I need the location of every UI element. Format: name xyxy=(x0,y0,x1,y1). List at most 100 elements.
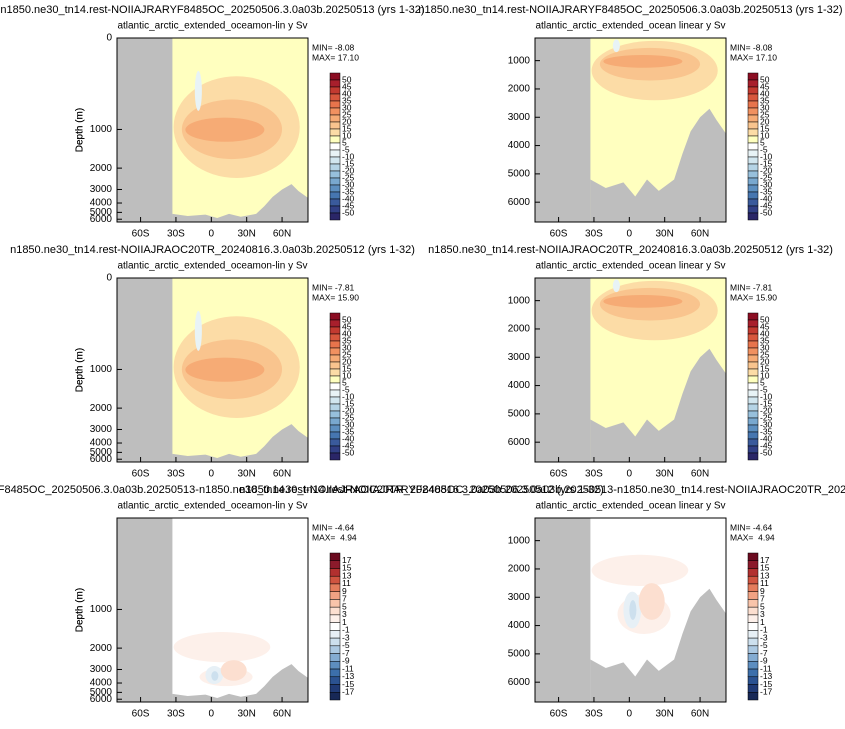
y-tick-label: 1000 xyxy=(508,295,531,306)
colorbar-label: -5 xyxy=(760,640,768,650)
colorbar-box xyxy=(747,382,759,391)
colorbar-label: 5 xyxy=(342,377,347,387)
land xyxy=(535,518,591,702)
colorbar-label: 7 xyxy=(342,594,347,604)
x-tick-label: 60S xyxy=(132,709,150,720)
y-tick-label: 2000 xyxy=(90,163,113,174)
colorbar-label: 3 xyxy=(760,609,765,619)
colorbar-label: -13 xyxy=(760,671,773,681)
x-tick-label: 60S xyxy=(550,709,568,720)
y-tick-label: 5000 xyxy=(90,447,113,458)
colorbar-label: 35 xyxy=(760,95,770,105)
colorbar-box xyxy=(747,614,759,623)
colorbar-label: -40 xyxy=(760,433,773,443)
colorbar-label: -10 xyxy=(760,391,773,401)
field xyxy=(535,518,726,702)
colorbar-label: 25 xyxy=(760,109,770,119)
panel: n1850.ne30_tn14.rest-NOIIAJRARYF8485OC_2… xyxy=(0,484,604,720)
y-tick-label: 1000 xyxy=(90,604,113,615)
colorbar-label: 25 xyxy=(342,349,352,359)
y-tick-label: 6000 xyxy=(508,437,531,448)
colorbar-label: -9 xyxy=(342,656,350,666)
x-tick-label: 30N xyxy=(238,229,256,240)
colorbar-label: 50 xyxy=(760,74,770,84)
colorbar-box xyxy=(747,205,759,214)
colorbar-box xyxy=(329,312,341,321)
colorbar-label: 30 xyxy=(760,342,770,352)
colorbar-label: -25 xyxy=(760,412,773,422)
colorbar-label: 45 xyxy=(342,321,352,331)
colorbar-box xyxy=(747,347,759,356)
x-tick-label: 30S xyxy=(585,709,603,720)
colorbar-label: -10 xyxy=(342,151,355,161)
x-tick-label: 30N xyxy=(656,229,674,240)
x-tick-label: 60N xyxy=(691,469,709,480)
field-contour xyxy=(211,671,219,681)
colorbar-label: 10 xyxy=(342,130,352,140)
colorbar-box xyxy=(329,121,341,130)
min-label: MIN= -8.08 xyxy=(730,42,773,52)
max-label: MAX= 4.94 xyxy=(312,532,357,542)
field xyxy=(535,38,726,222)
colorbar-box xyxy=(747,149,759,158)
colorbar-box xyxy=(747,361,759,370)
min-label: MIN= -4.64 xyxy=(730,522,773,532)
colorbar-label: 15 xyxy=(760,563,770,573)
y-axis-label: Depth (m) xyxy=(75,108,86,152)
colorbar-box xyxy=(747,653,759,662)
panel-subtitle: atlantic_arctic_extended_ocean linear y … xyxy=(535,261,725,272)
y-tick-label: 6000 xyxy=(90,214,113,225)
x-tick-label: 60S xyxy=(550,229,568,240)
field-contour xyxy=(612,279,620,293)
colorbar-box xyxy=(747,72,759,81)
x-tick-label: 60N xyxy=(273,469,291,480)
min-label: MIN= -7.81 xyxy=(312,282,355,292)
colorbar-box xyxy=(747,170,759,179)
y-tick-label: 2000 xyxy=(90,403,113,414)
colorbar-box xyxy=(329,431,341,440)
colorbar-label: 35 xyxy=(342,95,352,105)
colorbar-label: -1 xyxy=(342,625,350,635)
colorbar-box xyxy=(747,403,759,412)
colorbar-box xyxy=(747,583,759,592)
colorbar-label: 5 xyxy=(760,137,765,147)
y-tick-label: 4000 xyxy=(508,140,531,151)
colorbar-box xyxy=(329,445,341,454)
colorbar-box xyxy=(747,333,759,342)
colorbar-box xyxy=(329,107,341,116)
colorbar-box xyxy=(747,452,759,461)
colorbar-label: -10 xyxy=(760,151,773,161)
colorbar-label: 15 xyxy=(342,123,352,133)
colorbar-box xyxy=(329,354,341,363)
colorbar-box xyxy=(747,661,759,670)
colorbar-label: -9 xyxy=(760,656,768,666)
land xyxy=(172,184,308,222)
y-tick-label: 6000 xyxy=(508,677,531,688)
colorbar-label: 10 xyxy=(760,370,770,380)
colorbar-label: -15 xyxy=(760,158,773,168)
colorbar-box xyxy=(747,100,759,109)
colorbar-label: 30 xyxy=(342,342,352,352)
colorbar-label: -50 xyxy=(342,207,355,217)
y-axis-label: Depth (m) xyxy=(75,348,86,392)
min-label: MIN= -7.81 xyxy=(730,282,773,292)
colorbar-box xyxy=(747,591,759,600)
colorbar-label: -10 xyxy=(342,391,355,401)
colorbar-box xyxy=(329,142,341,151)
colorbar-label: -5 xyxy=(342,144,350,154)
colorbar-box xyxy=(329,438,341,447)
colorbar-box xyxy=(329,361,341,370)
colorbar-label: -17 xyxy=(760,687,773,697)
land xyxy=(590,348,726,462)
y-tick-label: 6000 xyxy=(90,454,113,465)
y-tick-label: 0 xyxy=(106,273,112,284)
colorbar-label: 35 xyxy=(342,335,352,345)
y-tick-label: 3000 xyxy=(90,184,113,195)
colorbar-label: -25 xyxy=(342,172,355,182)
colorbar-label: 15 xyxy=(760,123,770,133)
colorbar-box xyxy=(747,135,759,144)
colorbar-label: -30 xyxy=(760,419,773,429)
colorbar-label: -20 xyxy=(760,165,773,175)
colorbar-box xyxy=(329,645,341,654)
colorbar-label: -45 xyxy=(760,200,773,210)
